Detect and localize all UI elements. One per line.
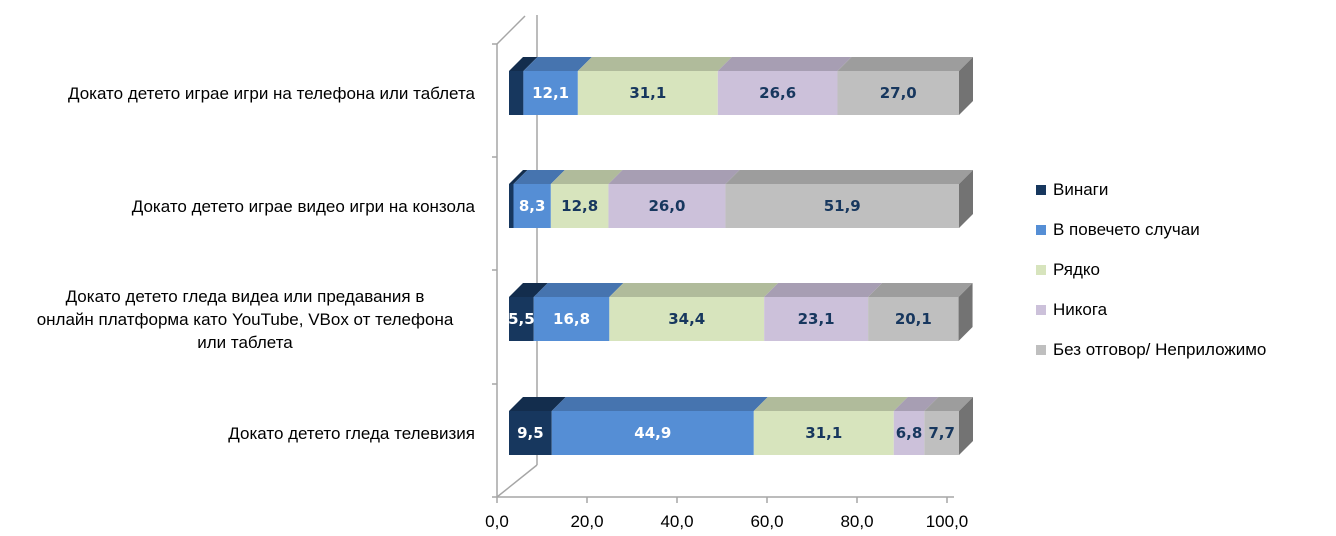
bar-top-face	[509, 283, 548, 297]
bar-top-face	[533, 283, 624, 297]
bar-top-face	[753, 397, 908, 411]
bar-top-face	[509, 170, 528, 184]
bar-segment	[868, 297, 959, 341]
bar-segment	[509, 297, 534, 341]
bar-top-face	[550, 170, 623, 184]
bar-segment	[523, 71, 578, 115]
bar-top-face	[893, 397, 939, 411]
data-label: 23,1	[798, 310, 835, 328]
bar-segment	[509, 184, 514, 228]
bar-side-face	[958, 283, 973, 341]
bar-side-face	[959, 57, 973, 115]
bar-top-face	[764, 283, 883, 297]
data-label: 5,5	[508, 310, 535, 328]
legend-item-always: Винаги	[1036, 170, 1266, 210]
category-label: Докато детето гледа видеа или предавания…	[37, 287, 454, 352]
legend-label-never: Никога	[1053, 300, 1108, 319]
bar-segment	[550, 184, 609, 228]
bar-segment	[893, 411, 925, 455]
bar-side-face	[959, 170, 973, 228]
bar-segment	[577, 71, 718, 115]
bar-segment	[924, 411, 959, 455]
data-label: 12,8	[561, 197, 598, 215]
legend-swatch-no-answer	[1036, 345, 1046, 355]
category-label-line: Докато детето гледа видеа или предавания…	[66, 287, 425, 306]
bar-top-face	[837, 57, 973, 71]
bar-top-face	[509, 57, 538, 71]
bar-segment	[837, 71, 959, 115]
x-tick-label: 80,0	[840, 512, 873, 531]
data-label: 9,5	[517, 424, 544, 442]
bar-segment	[717, 71, 838, 115]
legend-item-mostly: В повечето случаи	[1036, 210, 1266, 250]
data-label: 26,6	[759, 84, 796, 102]
data-label: 6,8	[896, 424, 923, 442]
data-label: 7,7	[928, 424, 955, 442]
wall-top-edge	[496, 15, 526, 45]
bar-segment	[533, 297, 610, 341]
bar-top-face	[551, 397, 768, 411]
data-label: 44,9	[634, 424, 671, 442]
category-label-line: Докато детето гледа телевизия	[228, 424, 475, 443]
category-label-line: онлайн платформа като YouTube, VBox от т…	[37, 310, 454, 329]
data-label: 20,1	[895, 310, 932, 328]
x-tick-label: 0,0	[485, 512, 509, 531]
bar-side-face	[959, 397, 973, 455]
bar-top-face	[577, 57, 732, 71]
legend-item-never: Никога	[1036, 290, 1266, 330]
data-label: 31,1	[805, 424, 842, 442]
legend: Винаги В повечето случаи Рядко Никога Бе…	[1036, 170, 1266, 370]
x-tick-label: 60,0	[750, 512, 783, 531]
legend-swatch-mostly	[1036, 225, 1046, 235]
data-label: 34,4	[668, 310, 705, 328]
bar-segment	[513, 184, 551, 228]
bar-segment	[725, 184, 959, 228]
category-label-line: Докато детето играе видео игри на конзол…	[132, 197, 476, 216]
category-label-line: Докато детето играе игри на телефона или…	[68, 84, 476, 103]
bar-segment	[509, 71, 524, 115]
category-label: Докато детето играе видео игри на конзол…	[132, 197, 476, 216]
data-label: 16,8	[553, 310, 590, 328]
bar-top-face	[717, 57, 852, 71]
floor-edge	[496, 464, 538, 498]
data-label: 31,1	[629, 84, 666, 102]
category-label: Докато детето играе игри на телефона или…	[68, 84, 476, 103]
category-label-line: или таблета	[197, 333, 293, 352]
bar-top-face	[609, 283, 779, 297]
data-label: 27,0	[880, 84, 917, 102]
legend-label-no-answer: Без отговор/ Неприложимо	[1053, 340, 1267, 359]
bar-segment	[551, 411, 754, 455]
legend-item-no-answer: Без отговор/ Неприложимо	[1036, 330, 1266, 370]
bar-segment	[753, 411, 894, 455]
bar-segment	[509, 411, 552, 455]
bar-top-face	[608, 170, 740, 184]
x-tick-label: 20,0	[570, 512, 603, 531]
legend-label-mostly: В повечето случаи	[1053, 220, 1200, 239]
bar-top-face	[513, 170, 565, 184]
category-label: Докато детето гледа телевизия	[228, 424, 475, 443]
bar-segment	[609, 297, 765, 341]
data-label: 26,0	[648, 197, 685, 215]
legend-swatch-never	[1036, 305, 1046, 315]
bar-top-face	[523, 57, 592, 71]
bar-top-face	[509, 397, 566, 411]
legend-swatch-always	[1036, 185, 1046, 195]
data-label: 8,3	[519, 197, 546, 215]
x-tick-label: 100,0	[926, 512, 969, 531]
bar-segment	[764, 297, 869, 341]
bar-segment	[608, 184, 726, 228]
bar-top-face	[725, 170, 973, 184]
legend-item-rarely: Рядко	[1036, 250, 1266, 290]
bar-top-face	[924, 397, 973, 411]
legend-label-always: Винаги	[1053, 180, 1109, 199]
data-label: 51,9	[824, 197, 861, 215]
x-tick-label: 40,0	[660, 512, 693, 531]
legend-swatch-rarely	[1036, 265, 1046, 275]
bar-top-face	[868, 283, 973, 297]
legend-label-rarely: Рядко	[1053, 260, 1100, 279]
data-label: 12,1	[532, 84, 569, 102]
